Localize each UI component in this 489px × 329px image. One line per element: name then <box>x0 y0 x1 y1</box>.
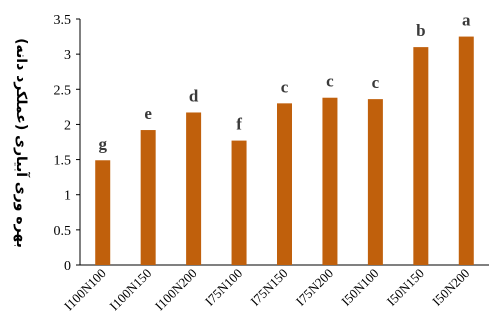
y-axis-title: بهره وری آبیاری (عملکرد دانه) <box>13 38 31 248</box>
x-tick-label: I50N200 <box>429 266 472 309</box>
data-label: a <box>462 11 471 30</box>
bar-I50N200 <box>458 36 474 266</box>
y-tick-label: 2 <box>64 118 71 133</box>
bar-I75N200 <box>322 97 338 265</box>
x-tick-label: I100N150 <box>106 266 154 314</box>
bar-I75N150 <box>277 103 292 265</box>
x-tick-label: I50N150 <box>384 266 427 309</box>
y-tick-label: 3.5 <box>54 13 72 28</box>
y-tick-label: 0 <box>64 259 71 274</box>
data-label: f <box>236 115 242 134</box>
data-label: c <box>281 77 289 96</box>
y-tick-label: 1 <box>64 189 71 204</box>
data-label: c <box>372 73 380 92</box>
x-tick-label: I75N100 <box>202 266 245 309</box>
bar-I50N150 <box>413 47 429 265</box>
y-tick-label: 2.5 <box>54 83 72 98</box>
bar-I100N200 <box>186 112 202 265</box>
x-tick-label: I75N200 <box>293 266 336 309</box>
data-label: d <box>189 86 199 105</box>
data-label: g <box>98 134 107 153</box>
data-labels: g e d f c c c b a <box>98 11 471 154</box>
y-tick-label: 3 <box>64 48 71 63</box>
y-tick-label: 1.5 <box>54 154 72 169</box>
bar-I75N100 <box>231 140 247 265</box>
data-label: c <box>326 72 334 91</box>
y-ticks: 0 0.5 1 1.5 2 2.5 3 3.5 <box>54 13 80 274</box>
data-label: b <box>416 21 425 40</box>
bar-I100N100 <box>95 160 111 265</box>
x-tick-label: I75N150 <box>247 266 290 309</box>
bars <box>95 36 474 266</box>
x-tick-label: I50N100 <box>338 266 381 309</box>
bar-I50N100 <box>367 99 383 265</box>
bar-I100N150 <box>140 130 156 265</box>
x-tick-label: I100N200 <box>152 266 200 314</box>
data-label: e <box>144 104 152 123</box>
y-tick-label: 0.5 <box>54 224 72 239</box>
